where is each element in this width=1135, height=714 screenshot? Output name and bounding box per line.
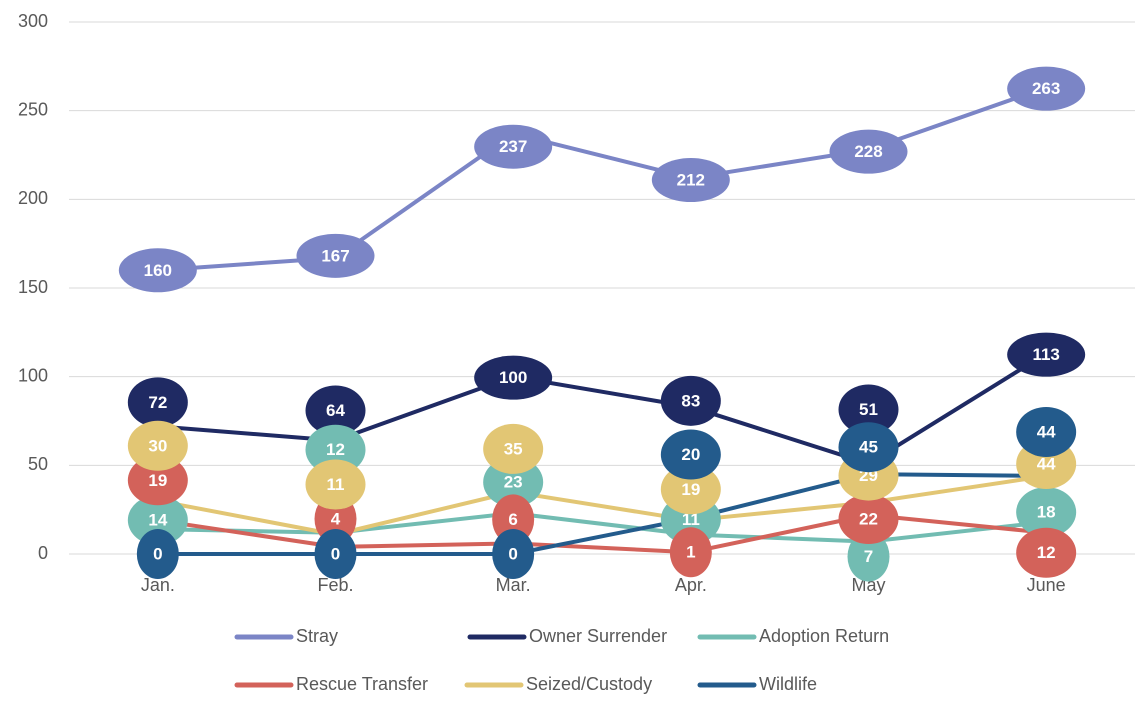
legend-label: Stray [296, 626, 338, 646]
data-label-bubble [305, 385, 366, 436]
data-label-bubble [127, 455, 188, 506]
data-label: 212 [677, 171, 705, 190]
data-label-bubble [669, 527, 712, 578]
data-label-bubble [1016, 527, 1077, 578]
data-label-bubble [474, 355, 553, 400]
data-label: 6 [508, 510, 517, 529]
legend-label: Seized/Custody [526, 674, 652, 694]
data-label-bubble [651, 158, 730, 203]
data-label: 100 [499, 368, 527, 387]
y-tick-label: 100 [18, 365, 48, 385]
x-tick-label: Jan. [141, 575, 175, 595]
data-label: 0 [331, 544, 340, 563]
data-label: 7 [864, 547, 873, 566]
x-tick-label: Apr. [675, 575, 707, 595]
data-label-bubble [1007, 66, 1086, 111]
data-label-bubble [838, 422, 899, 473]
y-tick-label: 0 [38, 543, 48, 563]
data-label: 18 [1037, 503, 1056, 522]
data-label-bubble [127, 495, 188, 546]
data-label-bubble [118, 248, 197, 293]
data-label: 160 [144, 261, 172, 280]
data-label-bubble [136, 529, 179, 579]
y-tick-label: 150 [18, 277, 48, 297]
data-label: 30 [148, 436, 167, 455]
data-label: 83 [681, 391, 700, 410]
data-label: 12 [326, 440, 345, 459]
data-label-bubble [483, 423, 544, 474]
data-label: 11 [682, 510, 700, 529]
series-line [157, 85, 1047, 273]
data-label-bubble [660, 375, 721, 426]
legend-label: Wildlife [759, 674, 817, 694]
data-label: 44 [1037, 454, 1056, 473]
data-label-bubble [1016, 487, 1077, 538]
data-label: 19 [681, 480, 700, 499]
data-label-bubble [305, 424, 366, 475]
data-label: 228 [854, 142, 882, 161]
data-label-bubble [492, 494, 535, 545]
data-label: 35 [504, 439, 523, 458]
series-line [157, 511, 1047, 544]
legend-label: Adoption Return [759, 626, 889, 646]
data-label-bubble [492, 529, 535, 579]
data-label: 12 [1037, 543, 1056, 562]
data-label: 4 [331, 509, 341, 528]
data-label: 1 [686, 543, 695, 562]
data-label-bubble [127, 420, 188, 471]
legend-label: Rescue Transfer [296, 674, 428, 694]
data-label: 11 [327, 475, 345, 494]
data-label-bubble [847, 531, 890, 582]
data-label-bubble [838, 384, 899, 435]
data-label-bubble [660, 429, 721, 480]
data-label: 237 [499, 137, 527, 156]
data-label-bubble [314, 529, 357, 579]
data-label: 51 [859, 400, 878, 419]
y-tick-label: 250 [18, 99, 48, 119]
data-label: 167 [321, 246, 349, 265]
x-tick-label: Mar. [496, 575, 531, 595]
x-tick-label: Feb. [317, 575, 353, 595]
y-tick-label: 50 [28, 454, 48, 474]
data-label-bubble [127, 377, 188, 428]
y-tick-label: 200 [18, 188, 48, 208]
data-label: 0 [153, 544, 162, 563]
data-label: 263 [1032, 79, 1060, 98]
data-label: 19 [148, 471, 167, 490]
series-line [157, 351, 1048, 466]
y-tick-label: 300 [18, 11, 48, 31]
data-label-bubble [1016, 406, 1077, 457]
data-label-bubble [838, 493, 899, 544]
data-label: 14 [148, 511, 167, 530]
legend-label: Owner Surrender [529, 626, 667, 646]
series-line [157, 473, 1047, 537]
data-label: 22 [859, 509, 878, 528]
data-label-bubble [1007, 332, 1086, 377]
x-tick-label: June [1027, 575, 1066, 595]
data-label: 0 [508, 544, 517, 563]
data-label-bubble [296, 233, 375, 278]
data-label: 20 [681, 445, 700, 464]
data-label: 44 [1037, 422, 1056, 441]
data-label-bubble [829, 129, 908, 174]
data-label-bubble [474, 124, 553, 169]
data-label: 45 [859, 438, 878, 457]
data-label: 113 [1032, 345, 1059, 364]
data-label: 64 [326, 401, 345, 420]
data-label-bubble [305, 459, 366, 510]
x-tick-label: May [851, 575, 885, 595]
data-label-bubble [660, 464, 721, 515]
data-label: 72 [148, 393, 167, 412]
data-label: 23 [504, 473, 523, 492]
